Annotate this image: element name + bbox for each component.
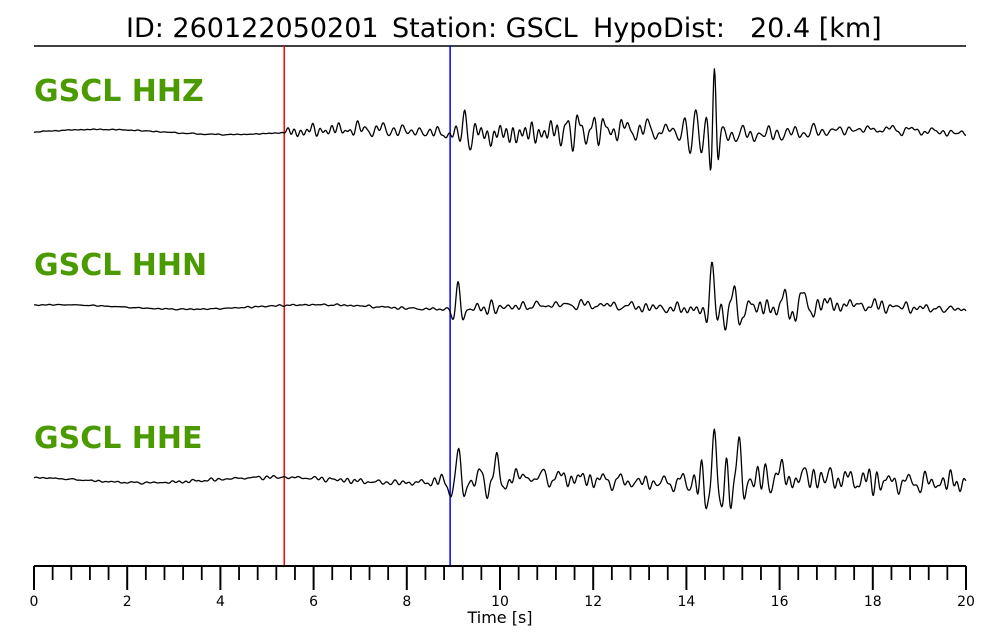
x-tick-label: 16 (771, 594, 789, 610)
channel-label-hhz: GSCL HHZ (34, 74, 204, 109)
x-axis-label: Time [s] (466, 608, 532, 627)
x-tick-label: 8 (402, 594, 411, 610)
station-title: Station: GSCL (392, 13, 578, 44)
x-axis-ticks: 0 2 4 6 8 10 12 14 16 18 20 (30, 566, 975, 610)
x-tick-label: 18 (864, 594, 882, 610)
x-tick-label: 6 (309, 594, 318, 610)
x-tick-label: 2 (123, 594, 132, 610)
x-tick-label: 0 (30, 594, 39, 610)
channel-label-hhe: GSCL HHE (34, 421, 203, 456)
x-tick-label: 14 (677, 594, 695, 610)
trace-hhe (33, 428, 967, 510)
trace-hhz (33, 68, 967, 171)
hypodist-title: HypoDist: (593, 13, 725, 44)
event-id-title: ID: 260122050201 (126, 13, 379, 44)
hypodist-value: 20.4 [km] (750, 13, 882, 44)
x-tick-label: 20 (957, 594, 975, 610)
x-tick-label: 10 (491, 594, 509, 610)
x-tick-label: 12 (584, 594, 602, 610)
channel-label-hhn: GSCL HHN (34, 248, 207, 283)
x-tick-label: 4 (216, 594, 225, 610)
trace-hhn (33, 261, 967, 331)
